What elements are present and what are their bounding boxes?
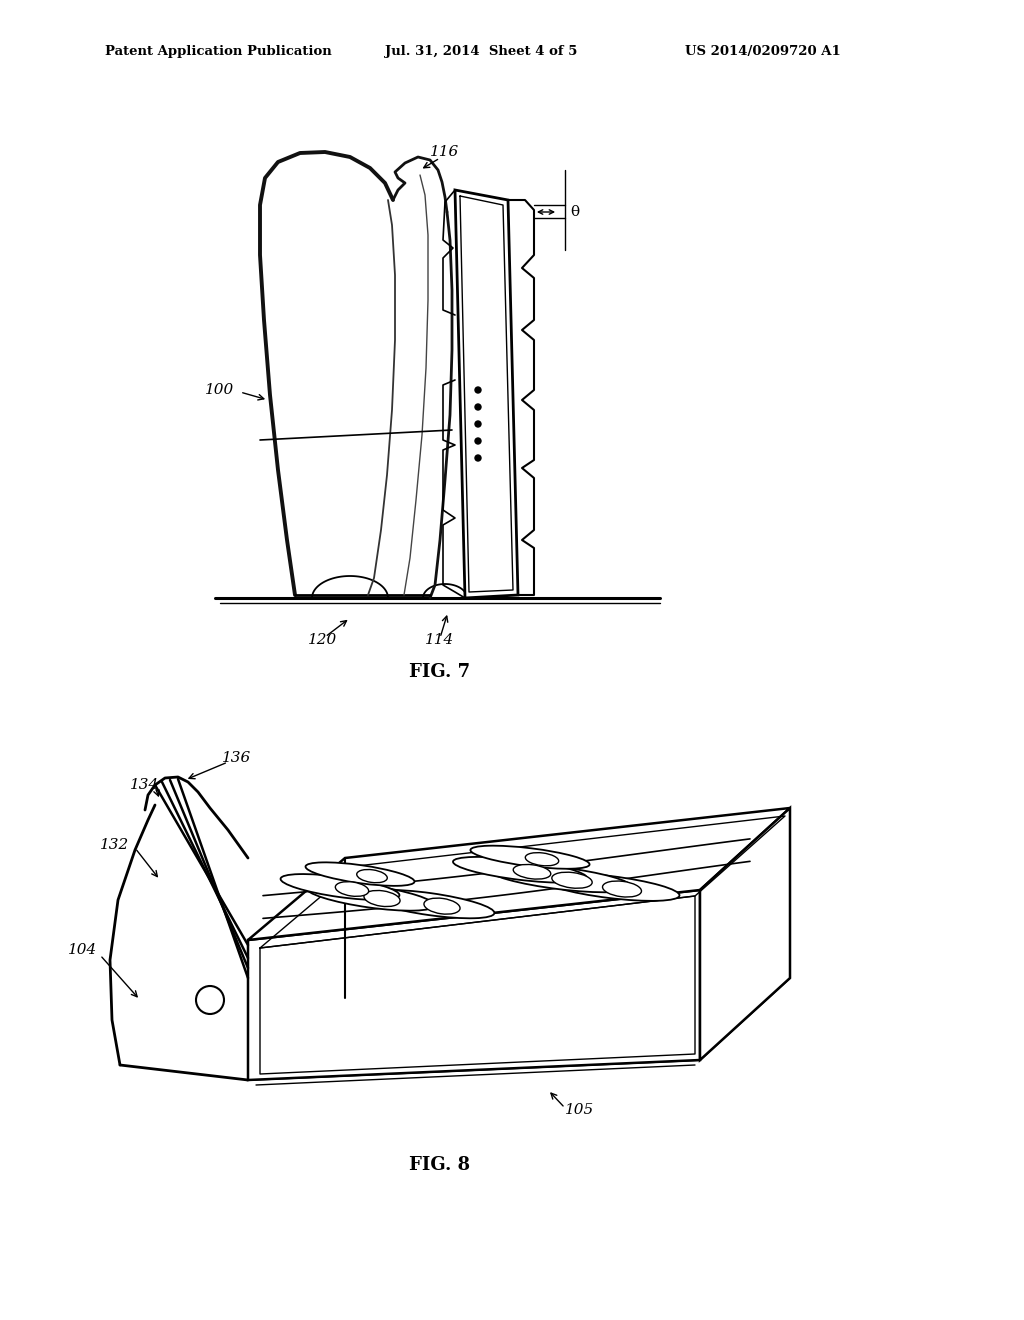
Text: 136: 136 bbox=[222, 751, 251, 766]
Text: 105: 105 bbox=[565, 1104, 594, 1117]
Polygon shape bbox=[455, 190, 518, 598]
Circle shape bbox=[475, 455, 481, 461]
Text: 134: 134 bbox=[130, 777, 160, 792]
Ellipse shape bbox=[470, 846, 590, 869]
Polygon shape bbox=[700, 808, 790, 1060]
Circle shape bbox=[475, 387, 481, 393]
Text: 114: 114 bbox=[425, 634, 455, 647]
Ellipse shape bbox=[602, 880, 641, 898]
Ellipse shape bbox=[541, 873, 680, 900]
Ellipse shape bbox=[356, 870, 387, 883]
Text: θ: θ bbox=[570, 205, 580, 219]
Text: 132: 132 bbox=[100, 838, 129, 851]
Circle shape bbox=[475, 421, 481, 426]
Ellipse shape bbox=[488, 865, 632, 892]
Text: FIG. 8: FIG. 8 bbox=[410, 1156, 471, 1173]
Text: 100: 100 bbox=[205, 383, 234, 397]
Ellipse shape bbox=[281, 874, 399, 900]
Ellipse shape bbox=[305, 862, 415, 886]
Text: US 2014/0209720 A1: US 2014/0209720 A1 bbox=[685, 45, 841, 58]
Text: FIG. 7: FIG. 7 bbox=[410, 663, 471, 681]
Text: Jul. 31, 2014  Sheet 4 of 5: Jul. 31, 2014 Sheet 4 of 5 bbox=[385, 45, 578, 58]
Circle shape bbox=[475, 404, 481, 411]
Ellipse shape bbox=[196, 986, 224, 1014]
Ellipse shape bbox=[364, 891, 400, 907]
Circle shape bbox=[475, 438, 481, 444]
Text: 116: 116 bbox=[430, 145, 459, 158]
Ellipse shape bbox=[366, 890, 495, 919]
Ellipse shape bbox=[305, 882, 434, 911]
Text: 104: 104 bbox=[68, 942, 97, 957]
Ellipse shape bbox=[525, 853, 559, 866]
Ellipse shape bbox=[513, 865, 551, 879]
Ellipse shape bbox=[424, 898, 460, 915]
Ellipse shape bbox=[335, 882, 369, 896]
Polygon shape bbox=[248, 978, 790, 1080]
Text: 120: 120 bbox=[308, 634, 337, 647]
Polygon shape bbox=[248, 808, 790, 940]
Ellipse shape bbox=[453, 857, 587, 883]
Polygon shape bbox=[248, 890, 700, 1080]
Ellipse shape bbox=[552, 873, 592, 888]
Text: Patent Application Publication: Patent Application Publication bbox=[105, 45, 332, 58]
